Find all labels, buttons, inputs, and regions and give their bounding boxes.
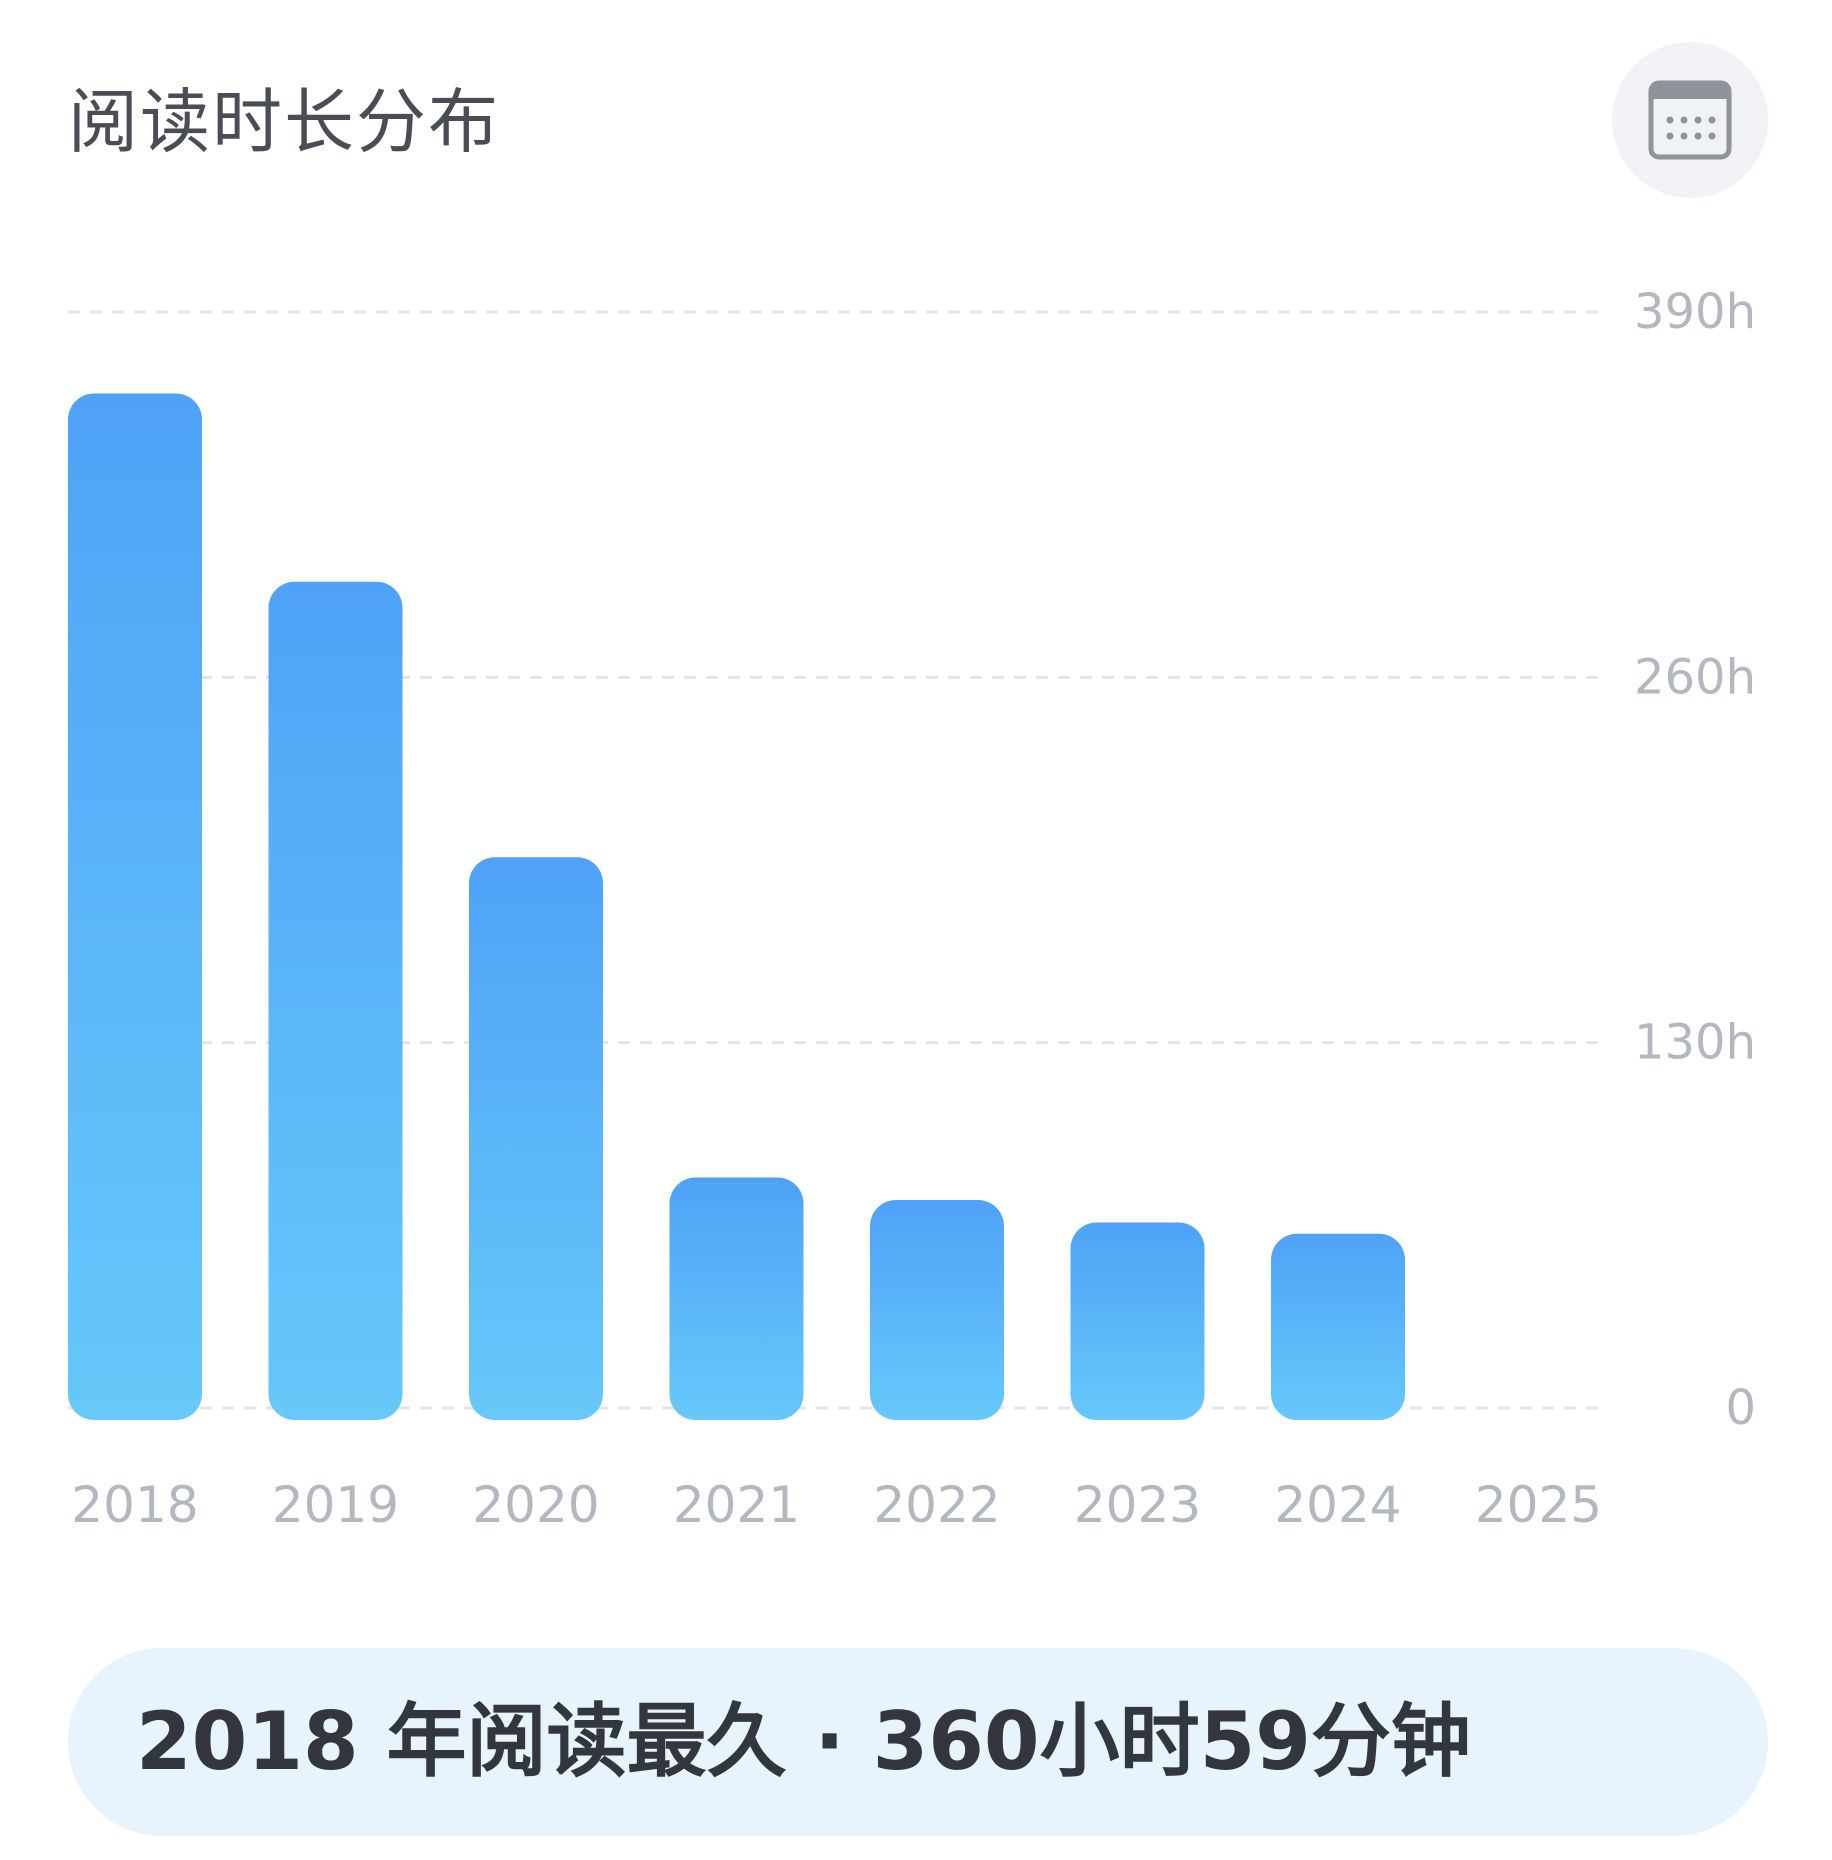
x-tick-label: 2022	[873, 1476, 1000, 1534]
bar-2018[interactable]	[68, 393, 202, 1420]
x-tick-label: 2020	[472, 1476, 599, 1534]
x-tick-label: 2025	[1475, 1476, 1602, 1534]
bar-2023[interactable]	[1070, 1222, 1205, 1420]
x-axis-ticks: 2018 2019 2020 2021 2022 2023 2024 2025	[71, 1476, 1602, 1534]
summary-text: 2018 年阅读最久 · 360小时59分钟	[136, 1695, 1471, 1788]
bar-2019[interactable]	[268, 581, 403, 1420]
calendar-icon	[1648, 80, 1732, 160]
y-tick-label: 260h	[1634, 649, 1756, 705]
calendar-button[interactable]	[1612, 42, 1768, 198]
page-title: 阅读时长分布	[68, 81, 500, 163]
y-tick-label: 390h	[1634, 284, 1756, 340]
bar-2024[interactable]	[1271, 1233, 1405, 1420]
x-tick-label: 2023	[1074, 1476, 1201, 1534]
bar-2021[interactable]	[669, 1177, 804, 1420]
bar-2020[interactable]	[469, 857, 603, 1420]
bars	[68, 393, 1405, 1420]
x-tick-label: 2018	[71, 1476, 198, 1534]
x-tick-label: 2019	[272, 1476, 399, 1534]
x-tick-label: 2021	[673, 1476, 800, 1534]
summary-banner: 2018 年阅读最久 · 360小时59分钟	[68, 1648, 1768, 1836]
y-tick-label: 130h	[1634, 1015, 1756, 1071]
y-axis-ticks: 0 130h 260h 390h	[1634, 284, 1756, 1436]
bar-2022[interactable]	[870, 1200, 1004, 1420]
x-tick-label: 2024	[1274, 1476, 1401, 1534]
y-tick-label: 0	[1725, 1380, 1756, 1436]
